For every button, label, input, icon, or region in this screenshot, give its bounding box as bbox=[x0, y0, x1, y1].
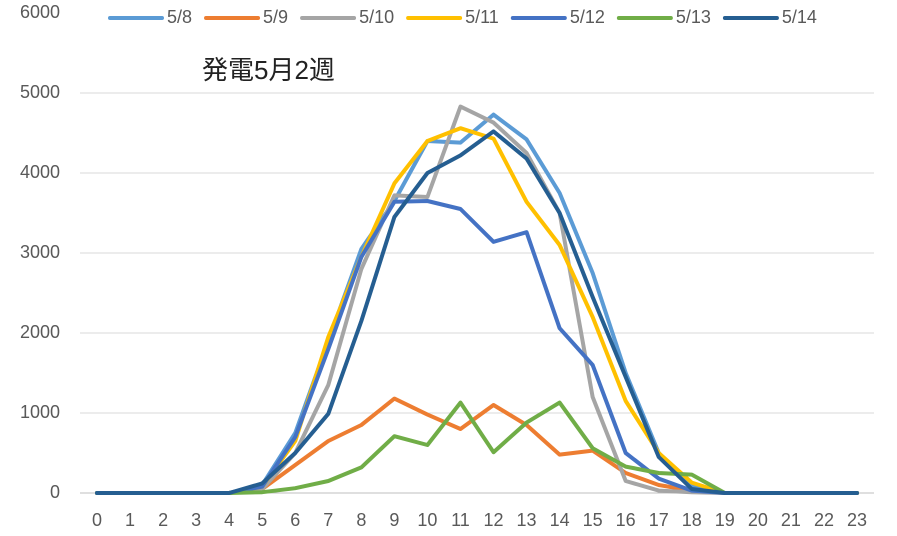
legend-label: 5/10 bbox=[359, 7, 394, 27]
x-tick-label: 22 bbox=[814, 510, 834, 530]
x-tick-label: 12 bbox=[484, 510, 504, 530]
y-tick-label: 2000 bbox=[20, 322, 60, 342]
x-tick-label: 5 bbox=[257, 510, 267, 530]
x-tick-label: 15 bbox=[583, 510, 603, 530]
x-tick-label: 6 bbox=[290, 510, 300, 530]
x-tick-label: 0 bbox=[92, 510, 102, 530]
y-tick-label: 5000 bbox=[20, 82, 60, 102]
x-tick-label: 3 bbox=[191, 510, 201, 530]
chart-title: 発電5月2週 bbox=[202, 55, 335, 85]
x-tick-label: 14 bbox=[550, 510, 570, 530]
series-line bbox=[95, 126, 859, 495]
x-tick-label: 21 bbox=[781, 510, 801, 530]
x-tick-label: 20 bbox=[748, 510, 768, 530]
x-tick-label: 23 bbox=[847, 510, 867, 530]
legend-label: 5/11 bbox=[465, 7, 499, 27]
legend-label: 5/14 bbox=[782, 7, 817, 27]
y-tick-label: 0 bbox=[50, 482, 60, 502]
series-line bbox=[95, 104, 859, 495]
y-tick-label: 3000 bbox=[20, 242, 60, 262]
y-tick-label: 4000 bbox=[20, 162, 60, 182]
x-tick-label: 8 bbox=[356, 510, 366, 530]
x-tick-label: 7 bbox=[323, 510, 333, 530]
y-tick-label: 6000 bbox=[20, 2, 60, 22]
x-tick-label: 10 bbox=[417, 510, 437, 530]
legend-label: 5/8 bbox=[167, 7, 192, 27]
x-tick-label: 17 bbox=[649, 510, 669, 530]
legend-label: 5/12 bbox=[570, 7, 605, 27]
x-tick-label: 19 bbox=[715, 510, 735, 530]
x-tick-label: 13 bbox=[517, 510, 537, 530]
series-line bbox=[95, 129, 859, 495]
grid bbox=[80, 92, 874, 494]
x-tick-label: 11 bbox=[451, 510, 470, 530]
x-tick-label: 4 bbox=[224, 510, 234, 530]
x-tick-label: 1 bbox=[125, 510, 135, 530]
series-line bbox=[95, 112, 859, 495]
x-tick-label: 18 bbox=[682, 510, 702, 530]
x-tick-label: 9 bbox=[389, 510, 399, 530]
y-tick-label: 1000 bbox=[20, 402, 60, 422]
x-tick-label: 2 bbox=[158, 510, 168, 530]
series-line bbox=[95, 199, 859, 495]
legend-label: 5/9 bbox=[263, 7, 288, 27]
x-tick-label: 16 bbox=[616, 510, 636, 530]
legend-label: 5/13 bbox=[676, 7, 711, 27]
